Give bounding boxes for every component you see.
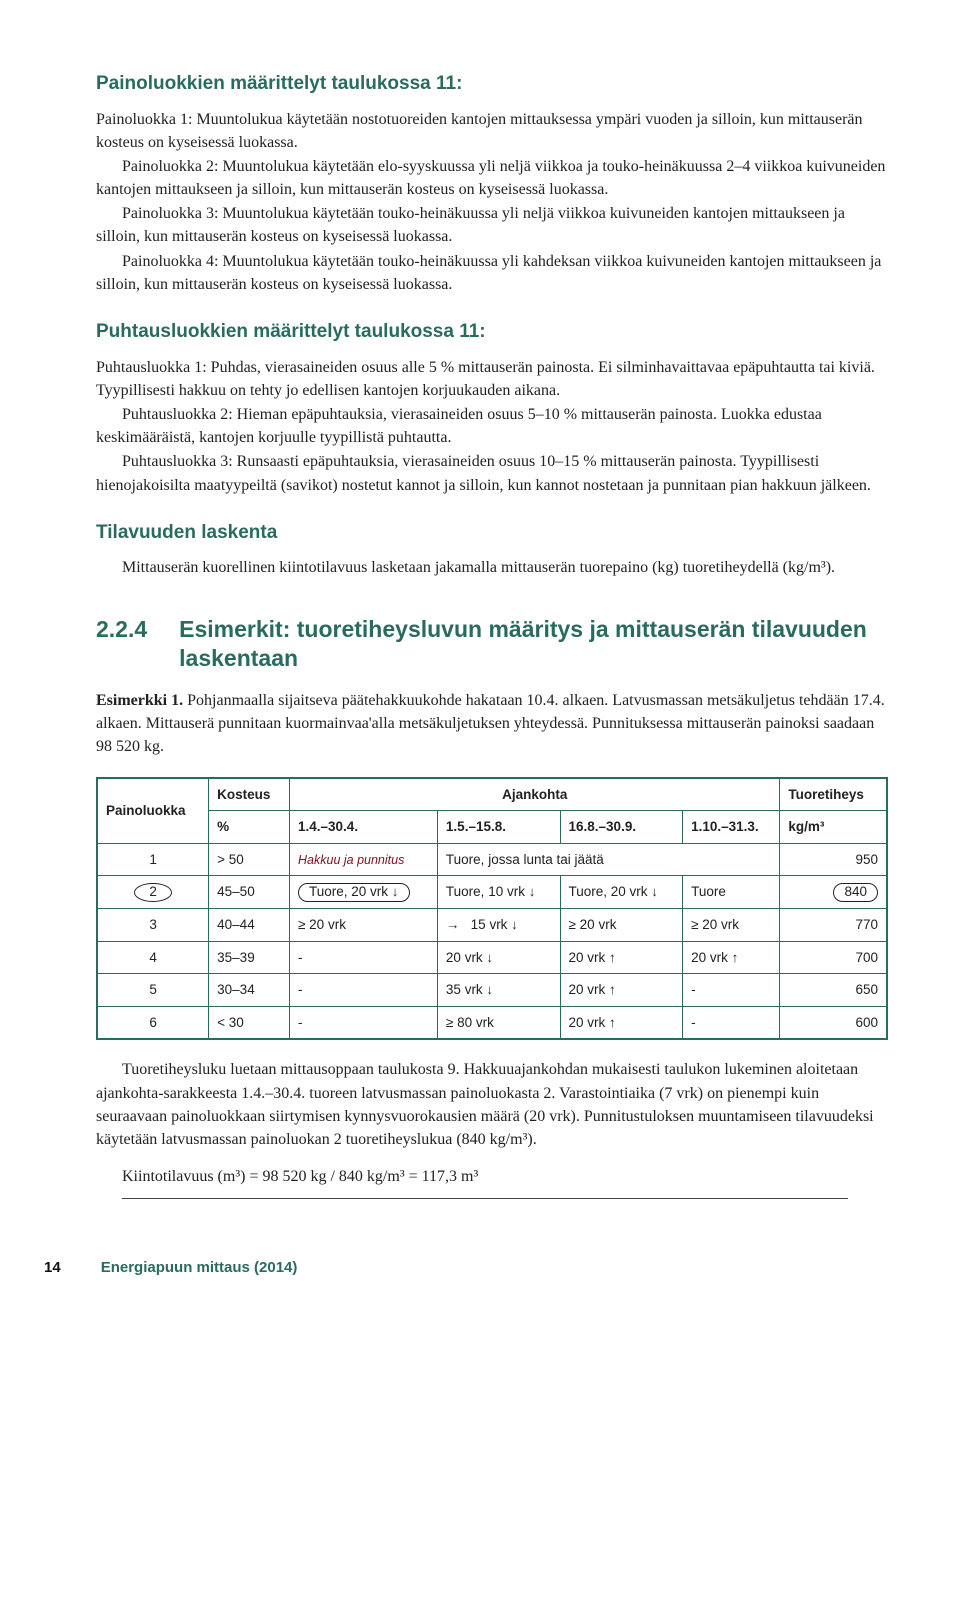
cell-painoluokka: 1 [97,843,209,876]
section2-p1: Puhtausluokka 1: Puhdas, vierasaineiden … [96,356,888,402]
cell-tuoretiheys: 700 [780,941,887,974]
section1-heading: Painoluokkien määrittelyt taulukossa 11: [96,70,888,98]
table-body: 1> 50Hakkuu ja punnitusTuore, jossa lunt… [97,843,887,1039]
th-painoluokka: Painoluokka [97,778,209,844]
th-period-4: 1.10.–31.3. [683,811,780,844]
cell-period-4: ≥ 20 vrk [683,909,780,942]
section2-heading: Puhtausluokkien määrittelyt taulukossa 1… [96,318,888,346]
cell-painoluokka: 4 [97,941,209,974]
footer-title: Energiapuun mittaus (2014) [101,1257,298,1279]
table-row: 245–50Tuore, 20 vrk ↓Tuore, 10 vrk ↓Tuor… [97,876,887,909]
separator-line [122,1198,848,1199]
th-period-2: 1.5.–15.8. [437,811,560,844]
cell-period-3: 20 vrk ↑ [560,941,683,974]
th-period-1: 1.4.–30.4. [290,811,438,844]
section2-p3: Puhtausluokka 3: Runsaasti epäpuhtauksia… [96,450,888,496]
page-number: 14 [44,1257,61,1279]
cell-period-2: → 15 vrk ↓ [437,909,560,942]
example-text: Pohjanmaalla sijaitseva päätehakkuukohde… [96,692,885,755]
cell-period-4: 20 vrk ↑ [683,941,780,974]
chapter-number: 2.2.4 [96,615,147,673]
cell-period-3: ≥ 20 vrk [560,909,683,942]
cell-kosteus: 30–34 [209,974,290,1007]
example-intro: Esimerkki 1. Pohjanmaalla sijaitseva pää… [96,689,888,759]
cell-period-3: Tuore, 20 vrk ↓ [560,876,683,909]
cell-period-1: Hakkuu ja punnitus [290,843,438,876]
chapter-title: Esimerkit: tuoretiheysluvun määritys ja … [179,615,888,673]
cell-painoluokka: 2 [97,876,209,909]
cell-tuoretiheys: 840 [780,876,887,909]
chapter-heading: 2.2.4 Esimerkit: tuoretiheysluvun määrit… [96,615,888,673]
cell-period-1: - [290,1006,438,1039]
post-table-p1: Tuoretiheysluku luetaan mittausoppaan ta… [96,1058,888,1151]
table-row: 435–39-20 vrk ↓20 vrk ↑20 vrk ↑700 [97,941,887,974]
th-kosteus: Kosteus [209,778,290,811]
th-percent: % [209,811,290,844]
cell-period-2: Tuore, 10 vrk ↓ [437,876,560,909]
cell-period-2: ≥ 80 vrk [437,1006,560,1039]
cell-period-2: 35 vrk ↓ [437,974,560,1007]
cell-period-2: 20 vrk ↓ [437,941,560,974]
section1-body: Painoluokka 1: Muuntolukua käytetään nos… [96,108,888,297]
section1-p4: Painoluokka 4: Muuntolukua käytetään tou… [96,250,888,296]
cell-kosteus: < 30 [209,1006,290,1039]
cell-kosteus: 45–50 [209,876,290,909]
table-subheader-row: % 1.4.–30.4. 1.5.–15.8. 16.8.–30.9. 1.10… [97,811,887,844]
cell-period-1: Tuore, 20 vrk ↓ [290,876,438,909]
section2-body: Puhtausluokka 1: Puhdas, vierasaineiden … [96,356,888,497]
th-tuoretiheys: Tuoretiheys [780,778,887,811]
th-ajankohta: Ajankohta [290,778,780,811]
th-kgm3: kg/m³ [780,811,887,844]
cell-period-3: 20 vrk ↑ [560,1006,683,1039]
section1-p2: Painoluokka 2: Muuntolukua käytetään elo… [96,155,888,201]
section3-heading: Tilavuuden laskenta [96,519,888,547]
cell-period-3: 20 vrk ↑ [560,974,683,1007]
cell-period-span: Tuore, jossa lunta tai jäätä [437,843,780,876]
cell-kosteus: > 50 [209,843,290,876]
post-table-body: Tuoretiheysluku luetaan mittausoppaan ta… [96,1058,888,1199]
cell-period-1: - [290,941,438,974]
cell-painoluokka: 3 [97,909,209,942]
section1-p1: Painoluokka 1: Muuntolukua käytetään nos… [96,108,888,154]
cell-kosteus: 40–44 [209,909,290,942]
table-header-row: Painoluokka Kosteus Ajankohta Tuoretihey… [97,778,887,811]
cell-kosteus: 35–39 [209,941,290,974]
cell-tuoretiheys: 600 [780,1006,887,1039]
cell-painoluokka: 5 [97,974,209,1007]
cell-period-4: - [683,1006,780,1039]
example-label: Esimerkki 1. [96,692,183,709]
section3-body: Mittauserän kuorellinen kiintotilavuus l… [96,556,888,579]
table-row: 340–44≥ 20 vrk→ 15 vrk ↓≥ 20 vrk≥ 20 vrk… [97,909,887,942]
calc-line: Kiintotilavuus (m³) = 98 520 kg / 840 kg… [122,1165,888,1188]
cell-period-1: - [290,974,438,1007]
cell-period-4: Tuore [683,876,780,909]
cell-period-4: - [683,974,780,1007]
section1-p3: Painoluokka 3: Muuntolukua käytetään tou… [96,202,888,248]
page-footer: 14 Energiapuun mittaus (2014) [96,1257,888,1279]
cell-tuoretiheys: 770 [780,909,887,942]
section3-p1: Mittauserän kuorellinen kiintotilavuus l… [96,556,888,579]
table-row: 1> 50Hakkuu ja punnitusTuore, jossa lunt… [97,843,887,876]
table-row: 6< 30-≥ 80 vrk20 vrk ↑-600 [97,1006,887,1039]
cell-tuoretiheys: 950 [780,843,887,876]
cell-painoluokka: 6 [97,1006,209,1039]
th-period-3: 16.8.–30.9. [560,811,683,844]
cell-period-1: ≥ 20 vrk [290,909,438,942]
section2-p2: Puhtausluokka 2: Hieman epäpuhtauksia, v… [96,403,888,449]
density-table: Painoluokka Kosteus Ajankohta Tuoretihey… [96,777,888,1041]
table-row: 530–34-35 vrk ↓20 vrk ↑-650 [97,974,887,1007]
cell-tuoretiheys: 650 [780,974,887,1007]
